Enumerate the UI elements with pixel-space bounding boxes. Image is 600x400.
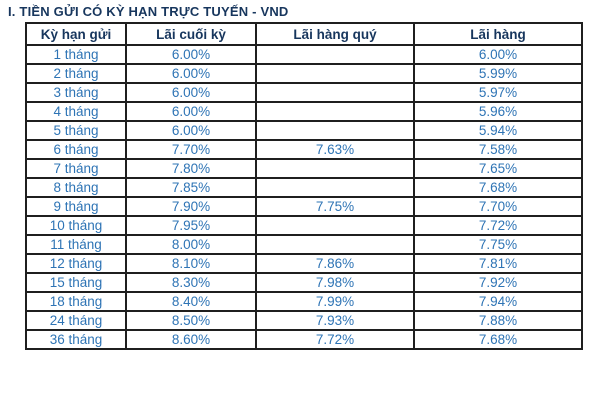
rate-monthly-cell: 7.94% (413, 291, 583, 312)
rate-monthly-cell: 7.58% (413, 139, 583, 160)
term-cell: 18 tháng (25, 291, 127, 312)
header-term: Kỳ hạn gửi (25, 22, 127, 46)
term-cell: 1 tháng (25, 44, 127, 65)
table-row: 8 tháng 7.85% 7.68% (25, 177, 583, 198)
rate-end-cell: 7.85% (125, 177, 257, 198)
rate-quarterly-cell: 7.86% (255, 253, 415, 274)
rate-monthly-cell: 5.96% (413, 101, 583, 122)
table-row: 9 tháng 7.90% 7.75% 7.70% (25, 196, 583, 217)
rate-monthly-cell: 5.97% (413, 82, 583, 103)
term-cell: 7 tháng (25, 158, 127, 179)
term-cell: 4 tháng (25, 101, 127, 122)
rate-quarterly-cell (255, 101, 415, 122)
rate-monthly-cell: 5.99% (413, 63, 583, 84)
rate-end-cell: 6.00% (125, 44, 257, 65)
rate-quarterly-cell (255, 158, 415, 179)
rate-quarterly-cell: 7.72% (255, 329, 415, 350)
table-row: 11 tháng 8.00% 7.75% (25, 234, 583, 255)
header-monthly: Lãi hàng (413, 22, 583, 46)
rate-end-cell: 6.00% (125, 101, 257, 122)
rate-end-cell: 8.60% (125, 329, 257, 350)
rate-end-cell: 6.00% (125, 120, 257, 141)
rate-quarterly-cell (255, 120, 415, 141)
term-cell: 6 tháng (25, 139, 127, 160)
table-row: 5 tháng 6.00% 5.94% (25, 120, 583, 141)
rate-end-cell: 7.70% (125, 139, 257, 160)
table-row: 12 tháng 8.10% 7.86% 7.81% (25, 253, 583, 274)
term-cell: 8 tháng (25, 177, 127, 198)
rate-end-cell: 8.50% (125, 310, 257, 331)
table-header-row: Kỳ hạn gửi Lãi cuối kỳ Lãi hàng quý Lãi … (25, 22, 583, 46)
table-row: 2 tháng 6.00% 5.99% (25, 63, 583, 84)
rate-quarterly-cell: 7.63% (255, 139, 415, 160)
rate-quarterly-cell (255, 44, 415, 65)
rate-end-cell: 8.10% (125, 253, 257, 274)
rate-quarterly-cell (255, 82, 415, 103)
term-cell: 11 tháng (25, 234, 127, 255)
rate-quarterly-cell: 7.75% (255, 196, 415, 217)
rate-monthly-cell: 7.65% (413, 158, 583, 179)
rate-end-cell: 6.00% (125, 82, 257, 103)
table-row: 18 tháng 8.40% 7.99% 7.94% (25, 291, 583, 312)
term-cell: 36 tháng (25, 329, 127, 350)
rate-monthly-cell: 7.81% (413, 253, 583, 274)
table-row: 4 tháng 6.00% 5.96% (25, 101, 583, 122)
rate-quarterly-cell (255, 177, 415, 198)
rate-end-cell: 8.30% (125, 272, 257, 293)
rate-end-cell: 8.00% (125, 234, 257, 255)
rate-quarterly-cell: 7.93% (255, 310, 415, 331)
rate-end-cell: 7.80% (125, 158, 257, 179)
rate-quarterly-cell (255, 234, 415, 255)
rate-monthly-cell: 6.00% (413, 44, 583, 65)
header-end-of-term: Lãi cuối kỳ (125, 22, 257, 46)
term-cell: 15 tháng (25, 272, 127, 293)
interest-rates-table: Kỳ hạn gửi Lãi cuối kỳ Lãi hàng quý Lãi … (25, 22, 583, 350)
rate-monthly-cell: 7.70% (413, 196, 583, 217)
rate-monthly-cell: 7.92% (413, 272, 583, 293)
rate-end-cell: 8.40% (125, 291, 257, 312)
term-cell: 24 tháng (25, 310, 127, 331)
rate-monthly-cell: 7.68% (413, 329, 583, 350)
table-row: 1 tháng 6.00% 6.00% (25, 44, 583, 65)
term-cell: 2 tháng (25, 63, 127, 84)
rate-end-cell: 7.95% (125, 215, 257, 236)
rate-quarterly-cell (255, 215, 415, 236)
term-cell: 5 tháng (25, 120, 127, 141)
rate-monthly-cell: 7.75% (413, 234, 583, 255)
table-row: 36 tháng 8.60% 7.72% 7.68% (25, 329, 583, 350)
rate-quarterly-cell: 7.98% (255, 272, 415, 293)
table-row: 24 tháng 8.50% 7.93% 7.88% (25, 310, 583, 331)
page-title: I. TIỀN GỬI CÓ KỲ HẠN TRỰC TUYẾN - VND (8, 4, 289, 19)
table-row: 15 tháng 8.30% 7.98% 7.92% (25, 272, 583, 293)
rate-quarterly-cell: 7.99% (255, 291, 415, 312)
rate-end-cell: 7.90% (125, 196, 257, 217)
table-row: 10 tháng 7.95% 7.72% (25, 215, 583, 236)
term-cell: 9 tháng (25, 196, 127, 217)
table-row: 7 tháng 7.80% 7.65% (25, 158, 583, 179)
rate-monthly-cell: 7.68% (413, 177, 583, 198)
term-cell: 12 tháng (25, 253, 127, 274)
rate-end-cell: 6.00% (125, 63, 257, 84)
term-cell: 3 tháng (25, 82, 127, 103)
rate-monthly-cell: 7.88% (413, 310, 583, 331)
table-row: 6 tháng 7.70% 7.63% 7.58% (25, 139, 583, 160)
rate-quarterly-cell (255, 63, 415, 84)
term-cell: 10 tháng (25, 215, 127, 236)
rate-monthly-cell: 7.72% (413, 215, 583, 236)
rate-monthly-cell: 5.94% (413, 120, 583, 141)
header-quarterly: Lãi hàng quý (255, 22, 415, 46)
table-row: 3 tháng 6.00% 5.97% (25, 82, 583, 103)
